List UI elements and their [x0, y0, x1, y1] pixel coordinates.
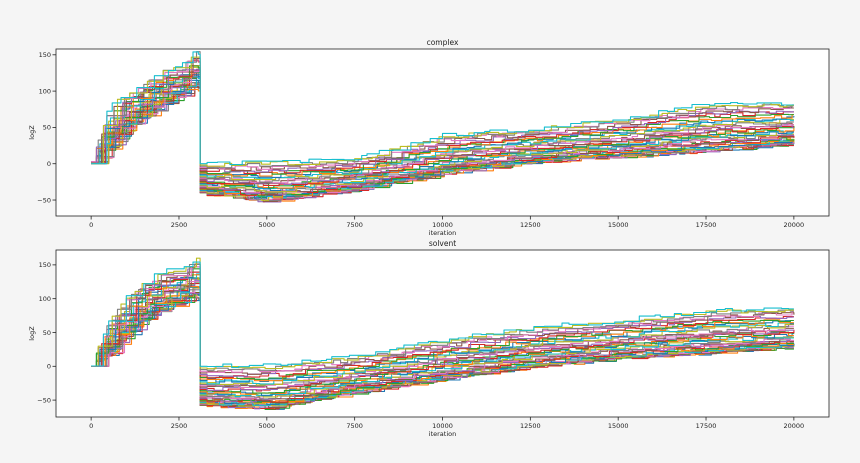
x-tick-label: 20000	[784, 422, 805, 430]
series-line	[91, 69, 794, 186]
series-line	[91, 83, 794, 202]
y-tick-label: 150	[39, 51, 51, 59]
x-axis-label: iteration	[429, 430, 456, 438]
y-tick-label: 50	[43, 329, 51, 337]
series-group	[91, 257, 795, 411]
x-tick-label: 2500	[171, 422, 188, 430]
x-tick-label: 5000	[259, 221, 276, 229]
series-line	[91, 271, 794, 383]
series-line	[91, 65, 794, 176]
y-tick-label: 50	[43, 124, 51, 132]
y-tick-label: 100	[39, 295, 51, 303]
y-tick-label: 150	[39, 261, 51, 269]
plot-area	[56, 49, 829, 216]
x-tick-label: 20000	[784, 221, 805, 229]
series-line	[91, 261, 794, 369]
x-tick-label: 12500	[520, 422, 541, 430]
y-axis-label: logZ	[28, 326, 36, 341]
series-line	[91, 266, 794, 373]
x-tick-label: 5000	[259, 422, 276, 430]
y-axis-label: logZ	[28, 125, 36, 140]
x-tick-label: 17500	[696, 221, 717, 229]
series-line	[91, 257, 794, 370]
series-line	[91, 51, 794, 166]
x-tick-label: 0	[89, 422, 93, 430]
series-line	[91, 71, 795, 189]
series-line	[91, 71, 794, 191]
y-tick-label: 100	[39, 87, 51, 95]
x-axis-label: iteration	[429, 229, 456, 237]
series-line	[91, 285, 794, 395]
series-line	[91, 274, 794, 382]
series-line	[91, 57, 794, 172]
complex-subplot: 0 2500 5000 7500 10000 12500 15000 17500 20000 −5…	[28, 38, 830, 237]
series-group	[91, 51, 795, 203]
series-line	[91, 263, 794, 371]
series-line	[91, 79, 795, 197]
x-tick-label: 10000	[432, 221, 453, 229]
x-tick-label: 7500	[346, 221, 363, 229]
x-tick-label: 12500	[520, 221, 541, 229]
x-tick-label: 2500	[171, 221, 188, 229]
x-tick-label: 10000	[432, 422, 453, 430]
x-tick-label: 15000	[608, 221, 629, 229]
series-line	[91, 286, 794, 400]
series-line	[91, 74, 794, 193]
y-tick-label: −50	[37, 196, 51, 204]
y-tick-label: −50	[37, 396, 51, 404]
x-tick-label: 7500	[346, 422, 363, 430]
x-tick-label: 17500	[696, 422, 717, 430]
series-line	[91, 271, 794, 379]
series-line	[91, 56, 794, 167]
series-line	[91, 76, 794, 179]
series-line	[91, 281, 794, 389]
x-tick-label: 0	[89, 221, 93, 229]
chart-title: complex	[427, 38, 459, 47]
chart-title: solvent	[429, 239, 456, 248]
x-tick-label: 15000	[608, 422, 629, 430]
y-tick-label: 0	[47, 363, 51, 371]
series-line	[91, 51, 794, 169]
y-tick-label: 0	[47, 160, 51, 168]
solvent-subplot: 0 2500 5000 7500 10000 12500 15000 17500 20000 −5…	[28, 239, 830, 438]
series-line	[91, 82, 794, 194]
series-line	[91, 65, 794, 177]
series-line	[91, 263, 795, 375]
